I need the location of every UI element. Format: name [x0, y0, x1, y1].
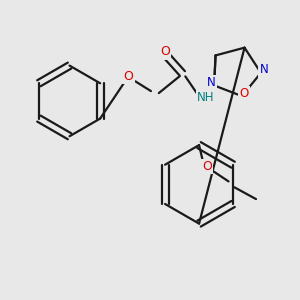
Text: O: O	[160, 45, 170, 58]
Text: N: N	[260, 63, 268, 76]
Text: O: O	[202, 160, 212, 173]
Text: N: N	[207, 76, 215, 89]
Text: O: O	[124, 70, 133, 83]
Text: NH: NH	[197, 92, 215, 104]
Text: O: O	[239, 87, 249, 100]
